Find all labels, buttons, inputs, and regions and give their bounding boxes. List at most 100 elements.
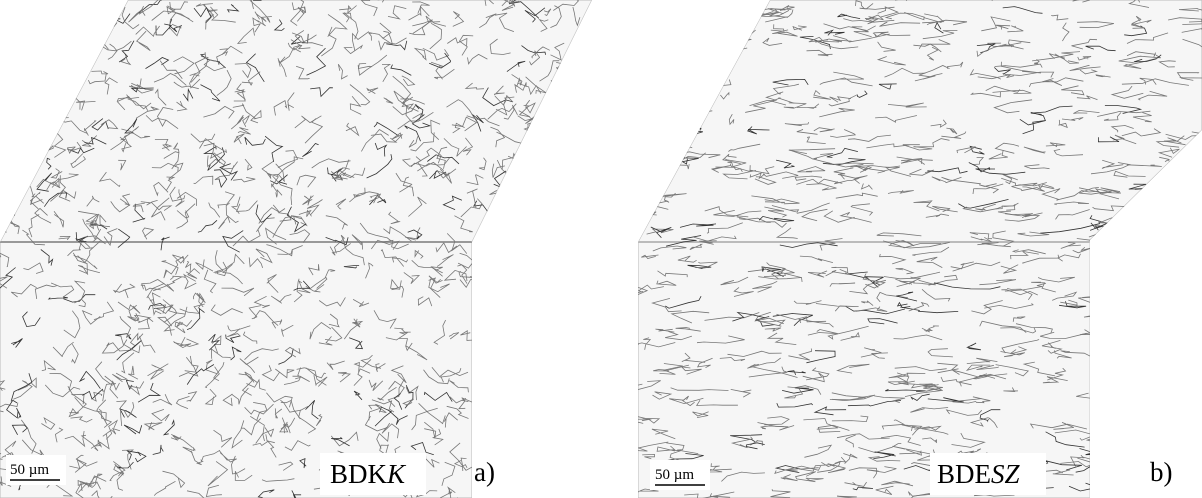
- grain-boundary: [637, 105, 657, 114]
- grain-boundary: [508, 203, 518, 235]
- grain-boundary: [652, 1, 687, 12]
- grain-boundary: [1132, 352, 1172, 363]
- grain-boundary: [1147, 399, 1172, 406]
- grain-boundary: [562, 370, 579, 379]
- grain-boundary: [547, 422, 566, 431]
- grain-boundary: [535, 195, 556, 203]
- grain-boundary: [1121, 286, 1152, 292]
- grain-boundary: [528, 127, 546, 141]
- scale-bar-text: 50 µm: [655, 467, 694, 483]
- grain-boundary: [53, 0, 69, 8]
- grain-boundary: [8, 88, 22, 92]
- grain-boundary: [6, 152, 22, 169]
- grain-boundary: [1138, 194, 1158, 199]
- grain-boundary: [570, 318, 581, 331]
- grain-boundary: [482, 392, 500, 420]
- grain-boundary: [548, 100, 557, 107]
- grain-boundary: [518, 313, 537, 320]
- grain-boundary: [94, 17, 107, 28]
- grain-boundary: [1127, 250, 1159, 260]
- grain-boundary: [646, 21, 686, 32]
- grain-boundary: [528, 184, 536, 203]
- grain-boundary: [551, 75, 572, 85]
- panel-letter: b): [1150, 457, 1173, 487]
- grain-boundary: [504, 269, 541, 280]
- grain-boundary: [557, 419, 583, 438]
- grain-boundary: [516, 435, 537, 460]
- grain-boundary: [567, 474, 588, 490]
- grain-boundary: [481, 435, 498, 446]
- grain-boundary: [1152, 398, 1182, 411]
- grain-boundary: [577, 411, 593, 424]
- grain-boundary: [1117, 377, 1153, 384]
- grain-boundary: [559, 383, 586, 396]
- grain-boundary: [591, 274, 603, 297]
- label-italic: SZ: [991, 459, 1021, 489]
- grain-boundary: [1097, 416, 1136, 425]
- grain-boundary: [477, 247, 493, 251]
- grain-boundary: [47, 11, 59, 24]
- grain-boundary: [581, 153, 598, 165]
- grain-boundary: [478, 341, 508, 359]
- grain-boundary: [1131, 242, 1153, 254]
- grain-boundary: [103, 20, 113, 29]
- grain-boundary: [515, 231, 530, 240]
- grain-boundary: [475, 320, 488, 327]
- grain-boundary: [28, 71, 38, 83]
- grain-boundary: [679, 35, 738, 44]
- grain-boundary: [1190, 481, 1202, 498]
- grain-boundary: [587, 216, 595, 230]
- grain-boundary: [664, 88, 689, 96]
- grain-boundary: [569, 111, 586, 119]
- grain-boundary: [540, 298, 548, 311]
- grain-boundary: [502, 424, 518, 444]
- grain-boundary: [487, 287, 502, 298]
- grain-boundary: [525, 127, 540, 133]
- grain-boundary: [550, 91, 569, 104]
- grain-boundary: [1187, 312, 1202, 322]
- grain-boundary: [481, 396, 493, 420]
- grain-boundary: [1136, 457, 1150, 465]
- grain-boundary: [559, 450, 570, 475]
- grain-boundary: [547, 436, 571, 445]
- grain-boundary: [503, 442, 522, 454]
- grain-boundary: [544, 325, 573, 331]
- grain-boundary: [47, 77, 69, 97]
- grain-boundary: [489, 371, 500, 384]
- grain-boundary: [1, 152, 17, 169]
- grain-boundary: [650, 10, 673, 19]
- grain-boundary: [534, 420, 545, 451]
- grain-boundary: [551, 330, 561, 345]
- grain-boundary: [724, 19, 745, 23]
- grain-boundary: [515, 361, 545, 379]
- grain-boundary: [1118, 460, 1145, 470]
- grain-boundary: [1093, 353, 1116, 359]
- grain-boundary: [491, 356, 518, 364]
- grain-boundary: [12, 144, 22, 162]
- grain-boundary: [565, 343, 578, 351]
- grain-boundary: [529, 433, 561, 449]
- grain-boundary: [27, 43, 39, 50]
- grain-boundary: [65, 47, 75, 58]
- grain-boundary: [44, 37, 73, 45]
- grain-boundary: [1110, 407, 1118, 412]
- grain-boundary: [578, 137, 606, 155]
- grain-boundary: [485, 430, 515, 443]
- grain-boundary: [513, 460, 524, 471]
- grain-boundary: [516, 170, 531, 174]
- grain-boundary: [1100, 473, 1143, 484]
- grain-boundary: [507, 229, 516, 237]
- grain-boundary: [513, 443, 527, 449]
- grain-boundary: [593, 429, 610, 436]
- grain-boundary: [565, 346, 573, 369]
- grain-boundary: [596, 155, 620, 167]
- micrograph-a: [0, 0, 620, 498]
- grain-boundary: [495, 276, 513, 285]
- grain-boundary: [568, 228, 580, 237]
- panel-letter: a): [474, 457, 495, 487]
- grain-boundary: [589, 200, 602, 222]
- grain-boundary: [520, 199, 538, 218]
- grain-boundary: [13, 0, 24, 3]
- grain-boundary: [1094, 419, 1129, 433]
- grain-boundary: [576, 293, 596, 310]
